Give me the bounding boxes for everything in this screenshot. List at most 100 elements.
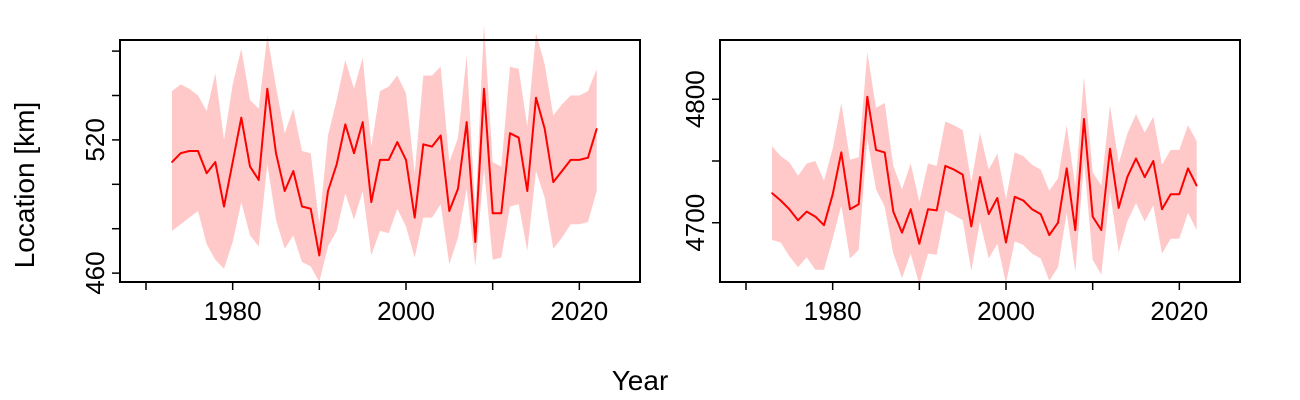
data-point (866, 96, 869, 98)
panel-right: 1980 2000 2020 4700 4800 (680, 39, 1241, 326)
data-point (335, 163, 338, 166)
data-point (422, 143, 425, 146)
data-point (987, 213, 990, 215)
data-point (543, 128, 546, 130)
data-point (953, 168, 955, 171)
data-point (171, 161, 173, 163)
data-point (491, 212, 494, 214)
data-point (892, 210, 895, 213)
data-point (979, 176, 981, 178)
data-point (1048, 234, 1051, 236)
data-point (188, 150, 191, 152)
data-point (214, 161, 217, 163)
data-point (318, 254, 321, 257)
data-point (301, 205, 303, 208)
data-point (779, 199, 782, 202)
data-point (875, 149, 877, 151)
series-line (171, 87, 598, 257)
data-point (344, 123, 347, 126)
data-point (805, 210, 808, 213)
y-axis-title: Location [km] (9, 102, 40, 269)
data-point (353, 152, 355, 154)
data-point (283, 190, 286, 192)
data-point (961, 173, 964, 176)
data-point (205, 172, 208, 174)
data-point (197, 150, 199, 152)
data-point (1091, 215, 1094, 218)
data-point (231, 161, 234, 163)
data-point (1022, 199, 1025, 202)
data-point (1065, 167, 1068, 170)
data-point (1143, 176, 1146, 178)
data-point (179, 152, 182, 154)
data-point (823, 224, 825, 226)
data-point (857, 203, 860, 205)
data-point (309, 207, 312, 210)
data-point (465, 121, 468, 123)
x-tick-label: 1980 (204, 296, 262, 326)
data-point (275, 152, 277, 154)
data-point (1100, 229, 1103, 231)
data-point (587, 156, 589, 159)
data-point (1031, 208, 1033, 210)
data-point (500, 212, 503, 214)
data-point (266, 88, 269, 90)
data-point (1152, 160, 1155, 162)
data-point (1039, 213, 1042, 215)
data-point (327, 190, 329, 192)
confidence-band (172, 24, 597, 282)
data-point (1187, 167, 1189, 170)
data-point (797, 219, 799, 222)
data-point (1013, 196, 1016, 198)
data-point (771, 192, 773, 194)
data-point (448, 210, 451, 212)
data-point (509, 132, 511, 134)
data-point (1057, 221, 1059, 224)
confidence-band (772, 52, 1197, 285)
data-point (526, 190, 529, 192)
data-point (883, 151, 886, 154)
data-point (249, 165, 251, 168)
x-tick-label: 2020 (550, 296, 608, 326)
data-point (1005, 241, 1007, 244)
y-tick-label: 4700 (680, 194, 710, 252)
data-point (849, 208, 851, 210)
data-point (257, 179, 260, 181)
data-point (831, 193, 834, 196)
data-point (1135, 157, 1137, 160)
data-point (840, 151, 843, 154)
data-point (387, 159, 390, 161)
x-axis-title: Year (612, 365, 669, 396)
data-point (970, 225, 973, 228)
data-point (561, 170, 563, 172)
data-point (379, 159, 381, 161)
x-tick-label: 2000 (977, 296, 1035, 326)
data-point (1126, 176, 1129, 178)
y-tick-label: 4800 (680, 70, 710, 128)
x-tick-label: 1980 (804, 296, 862, 326)
data-point (1161, 208, 1163, 210)
data-point (1083, 118, 1085, 120)
data-point (223, 205, 225, 208)
data-point (788, 208, 791, 210)
series-line (771, 95, 1198, 245)
data-point (1109, 147, 1111, 150)
data-point (595, 128, 598, 130)
data-point (517, 136, 520, 139)
data-point (901, 231, 903, 234)
y-tick-label: 520 (80, 118, 110, 161)
data-point (814, 215, 817, 218)
data-point (569, 159, 572, 161)
data-point (996, 197, 999, 199)
data-point (909, 208, 912, 210)
panel-left: 1980 2000 2020 460 520 (80, 24, 641, 326)
data-point (1117, 207, 1120, 209)
data-point (457, 188, 459, 190)
data-point (396, 141, 399, 143)
data-point (927, 208, 929, 210)
data-point (240, 116, 243, 119)
data-point (405, 159, 407, 161)
data-point (1169, 193, 1172, 196)
data-point (439, 134, 442, 137)
